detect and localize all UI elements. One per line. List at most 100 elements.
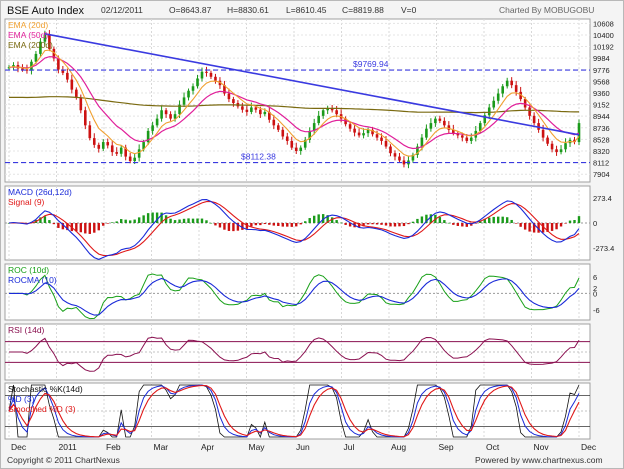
macd-histogram-bar: [497, 216, 500, 223]
macd-histogram-bar: [205, 220, 208, 223]
x-tick-label: 2011: [59, 442, 78, 452]
candle-body: [227, 93, 231, 100]
legend-stoch-d: %D (3): [8, 394, 35, 404]
candle-body: [429, 123, 433, 129]
macd-histogram-bar: [555, 223, 558, 230]
candle-body: [452, 129, 455, 134]
price-tick-label: 8528: [593, 135, 610, 144]
candle-body: [196, 78, 199, 87]
macd-histogram-bar: [304, 221, 307, 223]
macd-histogram-bar: [120, 219, 123, 223]
symbol-title: BSE Auto Index: [7, 5, 85, 17]
macd-histogram-bar: [452, 223, 455, 225]
candle-body: [214, 76, 217, 81]
x-tick-label: Jul: [344, 442, 355, 452]
candle-body: [321, 110, 325, 116]
macd-histogram-bar: [339, 222, 343, 224]
macd-tick-label: 273.4: [593, 194, 612, 203]
macd-histogram-bar: [326, 215, 329, 223]
candle-body: [101, 142, 105, 149]
candle-body: [438, 118, 442, 121]
candle-body: [110, 145, 114, 153]
x-tick-label: Nov: [534, 442, 550, 452]
candle-body: [487, 107, 491, 116]
candle-body: [250, 107, 253, 112]
candle-body: [97, 144, 101, 149]
legend-ema200: EMA (200d): [8, 40, 53, 50]
candle-body: [52, 48, 56, 59]
macd-histogram-bar: [146, 213, 150, 223]
candle-body: [330, 108, 334, 111]
candle-body: [124, 147, 127, 157]
price-tick-label: 10608: [593, 19, 614, 28]
macd-histogram-bar: [196, 218, 199, 223]
macd-tick-label: -273.4: [593, 244, 614, 253]
candle-body: [514, 85, 518, 92]
macd-histogram-bar: [371, 223, 374, 225]
macd-histogram-bar: [447, 222, 451, 224]
rocma-line: [9, 277, 580, 316]
candle-body: [92, 138, 96, 145]
macd-histogram-bar: [75, 223, 78, 232]
macd-histogram-bar: [344, 223, 347, 225]
signal-line: [8, 200, 580, 257]
candle-body: [443, 120, 446, 126]
macd-histogram-bar: [187, 218, 190, 223]
candle-body: [317, 115, 320, 124]
macd-histogram-bar: [389, 223, 392, 227]
candle-body: [420, 137, 424, 147]
macd-histogram-bar: [232, 223, 235, 232]
candle-body: [411, 154, 415, 161]
candle-body: [187, 90, 190, 98]
ema200-line: [9, 96, 579, 114]
macd-histogram-bar: [393, 223, 397, 227]
level-label: $8112.38: [241, 152, 276, 162]
macd-histogram-bar: [429, 214, 433, 223]
macd-histogram-bar: [79, 223, 83, 233]
x-tick-label: Jun: [296, 442, 310, 452]
macd-histogram-bar: [461, 223, 464, 227]
candle-body: [366, 129, 370, 134]
macd-histogram-bar: [474, 223, 477, 224]
macd-histogram-bar: [178, 219, 181, 223]
macd-histogram-bar: [546, 223, 549, 232]
macd-histogram-bar: [321, 214, 325, 223]
ema20-line: [8, 49, 580, 157]
candle-body: [357, 132, 361, 136]
macd-histogram-bar: [115, 221, 118, 223]
candle-body: [294, 147, 298, 151]
candle-body: [254, 107, 258, 110]
macd-histogram-bar: [402, 223, 406, 227]
macd-histogram-bar: [106, 223, 109, 224]
price-tick-label: 9360: [593, 89, 610, 98]
header-date: 02/12/2011: [101, 5, 143, 15]
macd-histogram-bar: [317, 214, 320, 223]
macd-histogram-bar: [218, 223, 222, 228]
candle-body: [353, 128, 356, 133]
macd-line: [8, 199, 580, 260]
macd-histogram-bar: [57, 223, 60, 228]
price-tick-label: 9984: [593, 54, 610, 63]
header-high: H=8830.61: [227, 5, 269, 15]
macd-histogram-bar: [438, 217, 442, 223]
candle-body: [182, 97, 186, 105]
macd-histogram-bar: [501, 216, 504, 223]
candle-body: [371, 129, 374, 135]
candle-body: [43, 34, 47, 42]
macd-histogram-bar: [48, 220, 51, 223]
candle-body: [39, 41, 42, 54]
candle-body: [303, 139, 307, 148]
legend-ema20: EMA (20d): [8, 20, 48, 30]
candle-body: [335, 110, 338, 115]
macd-histogram-bar: [465, 223, 468, 227]
candle-body: [402, 160, 406, 165]
macd-histogram-bar: [137, 217, 141, 223]
candle-body: [564, 143, 567, 150]
macd-histogram-bar: [209, 222, 213, 224]
candle-body: [241, 106, 244, 110]
macd-histogram-bar: [295, 223, 298, 227]
x-tick-label: Dec: [11, 442, 27, 452]
x-tick-label: May: [249, 442, 266, 452]
macd-histogram-bar: [532, 223, 536, 233]
header-low: L=8610.45: [286, 5, 327, 15]
